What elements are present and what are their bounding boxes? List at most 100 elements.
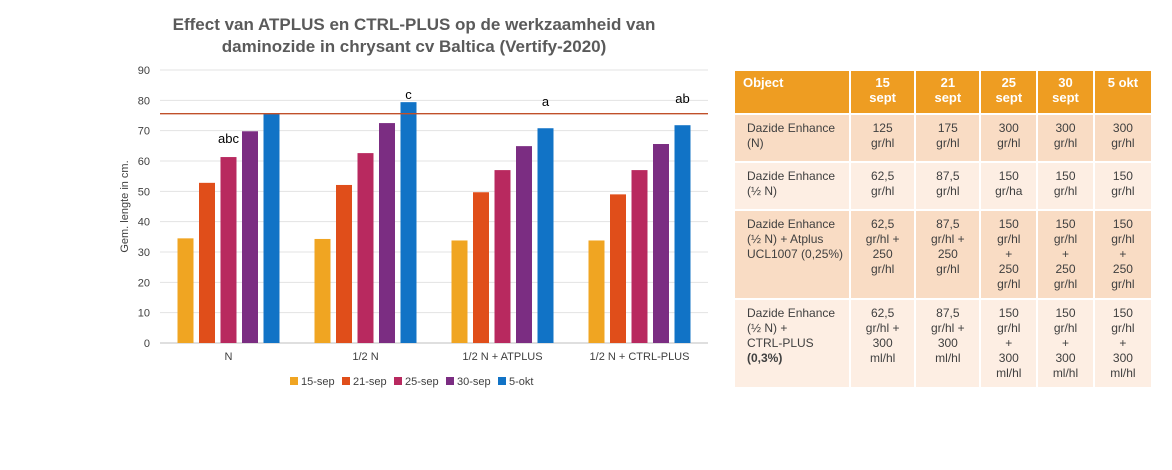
cell-text: Dazide Enhance [747,217,836,231]
y-tick-label: 0 [144,338,150,350]
dose-cell: 300 gr/hl [981,115,1037,161]
cell-text: gr/hl + [930,232,965,246]
cell-text: Dazide Enhance [747,169,836,183]
object-cell: Dazide Enhance (N) [735,115,850,161]
header-text: 5 okt [1107,75,1139,90]
header-text: sept [1052,90,1079,105]
y-tick-label: 40 [138,217,150,229]
dose-cell: 62,5 gr/hl +300 ml/hl [851,300,915,387]
bar-5-okt [537,128,554,343]
x-axis-categories: N 1/2 N 1/2 N + ATPLUS 1/2 N + CTRL-PLUS [225,351,690,363]
x-category-label: 1/2 N [352,351,378,363]
legend-swatch [342,377,350,385]
dose-cell: 300 gr/hl [1094,115,1151,161]
table-header-cell: Object [735,71,850,113]
cell-text: 300 [872,336,893,350]
dose-cell: 87,5 gr/hl [916,163,980,209]
bar-25-sep [631,170,648,343]
cell-text: Dazide Enhance [747,121,836,135]
bar-25-sep [220,157,237,343]
bar-21-sep [336,184,352,343]
cell-text: 300 [1055,351,1076,365]
table-row: Dazide Enhance (½ N) + Atplus UCL1007 (0,2… [735,211,1151,298]
cell-text: 87,5 [936,169,960,183]
cell-text: gr/hl [997,277,1021,291]
cell-text: gr/hl [1053,136,1078,150]
header-text: 21 [940,75,956,90]
cell-text: + [1061,336,1069,350]
table-row: Dazide Enhance (½ N) 62,5 gr/hl 87,5 gr/hl 150… [735,163,1151,209]
dose-cell: 125 gr/hl [851,115,915,161]
cell-text: 150 [1112,306,1133,320]
header-text: 30 [1058,75,1073,90]
y-tick-label: 10 [138,308,150,320]
x-category-label: N [225,351,233,363]
bar-30-sep [516,146,532,343]
header-text: 25 [1001,75,1017,90]
y-axis-label: Gem. lengte in cm. [119,160,131,252]
cell-text: 62,5 [870,169,895,183]
legend-label: 21-sep [353,376,387,388]
cell-text: 150 [1112,217,1133,231]
legend-swatch [290,377,298,385]
table-header-cell: 25 sept [981,71,1037,113]
cell-text: + [1061,247,1069,261]
cell-text: 250 [872,247,893,261]
dose-cell: 150 gr/hl +300 ml/hl [1094,300,1151,387]
cell-text: gr/hl [997,136,1021,150]
y-axis-ticks: 0 10 20 30 40 50 60 70 80 90 [138,65,150,350]
significance-labels: abc c a ab [218,87,690,146]
legend-swatch [446,377,454,385]
cell-text: 250 [1055,262,1076,276]
cell-text: ml/hl [1110,366,1136,380]
dose-cell: 87,5 gr/hl +300 ml/hl [916,300,980,387]
cell-text: gr/ha [995,184,1023,198]
cell-text: gr/hl [936,136,960,150]
chart-title-line: Effect van ATPLUS en CTRL-PLUS op de wer… [173,15,656,34]
table-row: Dazide Enhance (½ N) + CTRL-PLUS (0,3%) 62,5… [735,300,1151,387]
y-tick-label: 90 [138,65,150,77]
cell-text: 62,5 [870,217,895,231]
y-tick-label: 50 [138,186,150,198]
bars [177,102,691,344]
bar-15-sep [451,240,468,343]
cell-text: 250 [998,262,1019,276]
cell-text: 250 [937,247,958,261]
cell-text: gr/hl [1053,184,1078,198]
cell-text: 175 [937,121,958,135]
significance-label: ab [675,91,689,106]
cell-text: (½ N) + Atplus [747,232,824,246]
legend-swatch [394,377,402,385]
significance-label: abc [218,131,239,146]
cell-text: 300 [998,121,1019,135]
cell-text: gr/hl [997,232,1021,246]
bar-15-sep [177,238,194,343]
cell-text: 62,5 [870,306,895,320]
header-text: sept [995,90,1023,105]
cell-text: (½ N) + [747,321,788,335]
bar-25-sep [494,170,511,343]
legend-swatch [498,377,506,385]
bar-21-sep [473,192,489,343]
cell-text: 150 [1055,306,1076,320]
cell-text: ml/hl [935,351,961,365]
cell-text: 250 [1112,262,1133,276]
legend-label: 25-sep [405,376,439,388]
dose-cell: 150 gr/hl [1038,163,1093,209]
header-text: Object [743,75,784,90]
table-body: Dazide Enhance (N) 125 gr/hl 175 gr/hl 300 gr/h… [735,115,1151,387]
cell-text: + [1005,247,1013,261]
cell-text: gr/hl [1053,277,1078,291]
cell-text: ml/hl [996,366,1022,380]
legend-label: 5-okt [509,376,533,388]
bar-15-sep [314,238,331,343]
bar-30-sep [653,144,669,343]
cell-text: + [1005,336,1013,350]
bar-21-sep [610,194,626,343]
bar-5-okt [263,113,280,344]
cell-text: 300 [937,336,958,350]
cell-text: 87,5 [936,306,960,320]
dose-cell: 62,5 gr/hl +250 gr/hl [851,211,915,298]
x-category-label: 1/2 N + CTRL-PLUS [590,351,690,363]
cell-text: gr/hl + [865,321,900,335]
